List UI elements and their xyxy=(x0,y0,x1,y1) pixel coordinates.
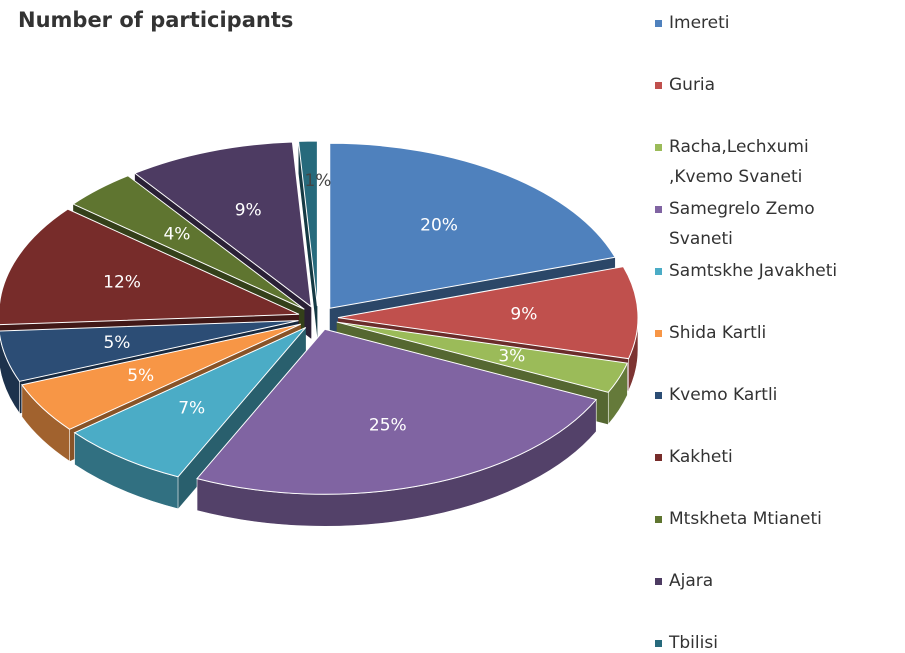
legend-item: Samtskhe Javakheti xyxy=(655,256,890,286)
legend-item: Ajara xyxy=(655,566,890,596)
legend-swatch xyxy=(655,20,662,27)
legend-swatch xyxy=(655,206,662,213)
chart-title: Number of participants xyxy=(18,8,294,32)
slice xyxy=(196,328,598,527)
legend-swatch xyxy=(655,144,662,151)
slice-top xyxy=(196,328,598,495)
data-label: 5% xyxy=(127,366,154,386)
data-label: 4% xyxy=(163,225,190,245)
legend-swatch xyxy=(655,330,662,337)
legend-label: Racha,Lechxumi ,Kvemo Svaneti xyxy=(669,137,809,187)
legend-swatch xyxy=(655,454,662,461)
legend-item: Imereti xyxy=(655,8,890,38)
legend-item: Kvemo Kartli xyxy=(655,380,890,410)
slice-top xyxy=(329,142,616,309)
data-label: 7% xyxy=(178,398,205,418)
legend-item: Samegrelo Zemo Svaneti xyxy=(655,194,890,254)
data-label: 25% xyxy=(369,416,407,436)
legend-item: Shida Kartli xyxy=(655,318,890,348)
legend-label: Tbilisi xyxy=(669,633,718,653)
slice-top xyxy=(72,175,305,310)
legend-item: Kakheti xyxy=(655,442,890,472)
legend-item: Mtskheta Mtianeti xyxy=(655,504,890,534)
legend-label: Imereti xyxy=(669,13,730,33)
data-label: 9% xyxy=(235,200,262,220)
legend-swatch xyxy=(655,516,662,523)
legend-item: Racha,Lechxumi ,Kvemo Svaneti xyxy=(655,132,890,192)
legend-swatch xyxy=(655,82,662,89)
data-label: 12% xyxy=(103,273,141,293)
legend-label: Kvemo Kartli xyxy=(669,385,778,405)
legend-item: Guria xyxy=(655,70,890,100)
legend-label: Shida Kartli xyxy=(669,323,767,343)
slice-top xyxy=(133,141,312,308)
legend-swatch xyxy=(655,392,662,399)
slice-top xyxy=(337,266,639,360)
legend-item: Tbilisi xyxy=(655,628,890,653)
legend-label: Guria xyxy=(669,75,716,95)
data-label: 3% xyxy=(498,347,525,367)
legend-swatch xyxy=(655,640,662,647)
legend-label: Samtskhe Javakheti xyxy=(669,261,838,281)
legend-label: Kakheti xyxy=(669,447,733,467)
legend-swatch xyxy=(655,578,662,585)
slice-top xyxy=(73,327,307,478)
legend-swatch xyxy=(655,268,662,275)
slice-top xyxy=(0,208,300,326)
legend-label: Samegrelo Zemo Svaneti xyxy=(669,199,815,249)
slice xyxy=(297,140,318,339)
legend-label: Mtskheta Mtianeti xyxy=(669,509,822,529)
slice-top xyxy=(0,320,299,382)
slice-top xyxy=(297,140,318,307)
data-label: 5% xyxy=(103,333,130,353)
slice-top xyxy=(336,321,629,393)
data-label: 1% xyxy=(304,171,331,191)
data-label: 20% xyxy=(420,216,458,236)
slice-side xyxy=(298,141,318,339)
data-label: 9% xyxy=(510,304,537,324)
legend-label: Ajara xyxy=(669,571,714,591)
slice-top xyxy=(21,323,301,430)
